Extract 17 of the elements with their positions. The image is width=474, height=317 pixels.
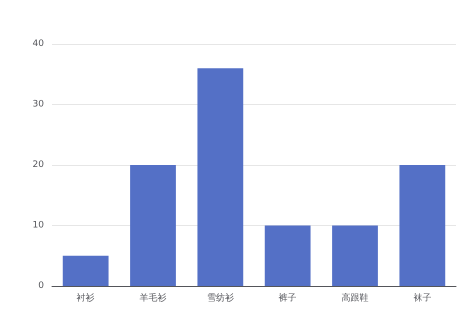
y-tick-label: 0 [38, 281, 44, 291]
x-tick-label: 羊毛衫 [140, 292, 166, 304]
bar [264, 226, 311, 286]
x-tick-label: 雪纺衫 [206, 292, 234, 304]
x-tick-label: 裤子 [278, 292, 297, 304]
bar [62, 256, 109, 286]
x-tick-label: 袜子 [413, 292, 432, 304]
x-tick-label: 高跟鞋 [342, 292, 368, 304]
bar [399, 165, 446, 286]
bar [197, 68, 244, 286]
x-tick-label: 衬衫 [76, 292, 95, 304]
y-tick-label: 40 [32, 39, 44, 49]
y-tick-label: 10 [32, 220, 44, 230]
y-tick-label: 20 [32, 160, 44, 170]
bar [130, 165, 176, 286]
y-tick-label: 30 [32, 100, 44, 110]
bar [332, 226, 378, 286]
